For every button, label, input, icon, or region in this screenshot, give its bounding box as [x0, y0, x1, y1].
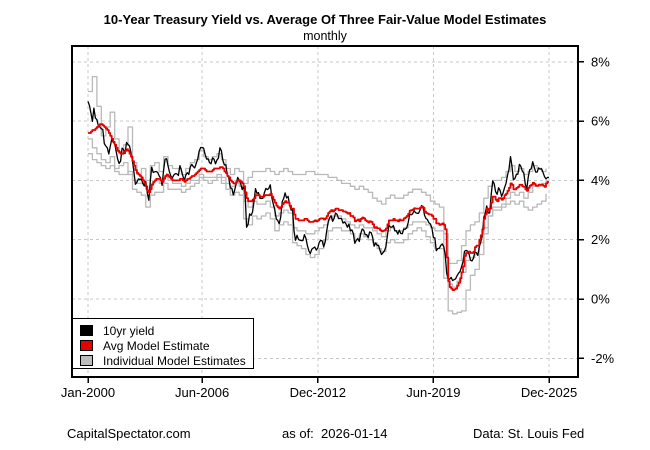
legend-label-individual-model-estimates: Individual Model Estimates [103, 353, 246, 368]
legend-label-avg-model-estimate: Avg Model Estimate [103, 338, 210, 353]
y-tick-label: 2% [591, 232, 610, 247]
legend-swatch-individual-model-estimates [80, 355, 93, 366]
chart-title: 10-Year Treasury Yield vs. Average Of Th… [103, 12, 547, 27]
y-tick-label: 6% [591, 114, 610, 129]
series-line-avg-model-estimate [88, 123, 549, 291]
series-line-model-3 [88, 138, 547, 315]
legend-label-10yr-yield: 10yr yield [103, 323, 155, 338]
plot-border [71, 45, 579, 378]
x-tick-label: Jun-2019 [406, 385, 460, 400]
footer-as-of-date: as of: 2026-01-14 [282, 426, 388, 441]
x-tick-label: Jun-2006 [175, 385, 229, 400]
x-tick-label: Dec-2025 [521, 385, 577, 400]
footer-data-source: Data: St. Louis Fed [473, 426, 585, 441]
y-tick-label: -2% [591, 351, 615, 366]
legend-swatch-10yr-yield [80, 325, 93, 336]
x-tick-label: Jan-2000 [61, 385, 115, 400]
chart-subtitle: monthly [303, 29, 347, 43]
y-tick-label: 0% [591, 292, 610, 307]
legend-item-individual-model-estimates: Individual Model Estimates [80, 353, 253, 368]
legend-box: 10yr yield Avg Model Estimate Individual… [72, 318, 254, 369]
y-tick-label: 8% [591, 54, 610, 69]
series-line-10yr-yield [87, 101, 549, 282]
footer-source-site: CapitalSpectator.com [67, 426, 191, 441]
x-tick-label: Dec-2012 [290, 385, 346, 400]
y-tick-label: 4% [591, 173, 610, 188]
legend-swatch-avg-model-estimate [80, 340, 93, 351]
legend-item-avg-model-estimate: Avg Model Estimate [80, 338, 253, 353]
legend-item-10yr-yield: 10yr yield [80, 323, 253, 338]
series-line-model-1 [88, 75, 547, 265]
